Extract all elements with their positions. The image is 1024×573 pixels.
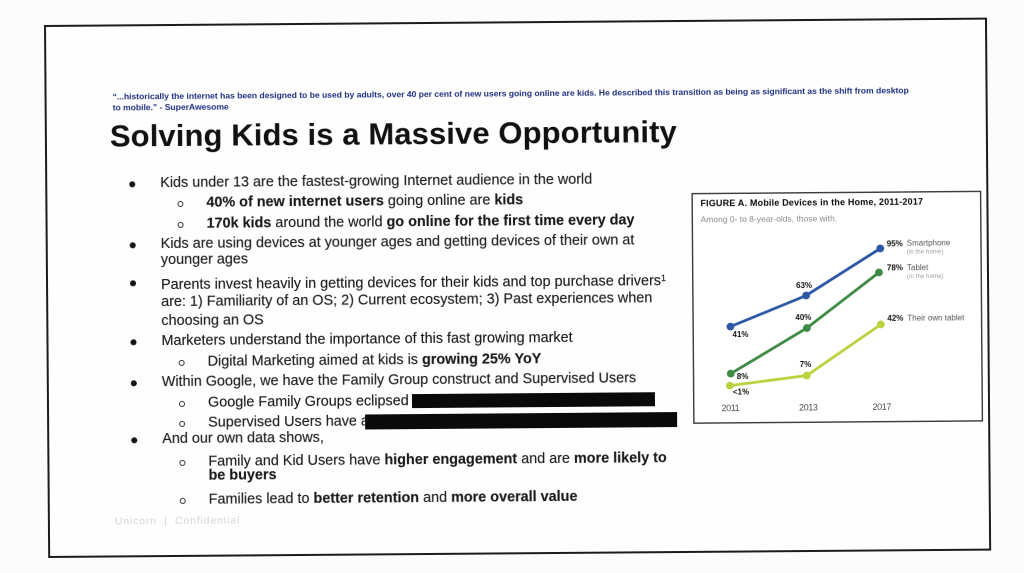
svg-text:95%: 95% [887,239,903,248]
svg-text:Smartphone: Smartphone [907,238,951,247]
svg-text:8%: 8% [737,372,749,381]
svg-text:FIGURE A. Mobile Devices in th: FIGURE A. Mobile Devices in the Home, 20… [700,197,923,209]
svg-text:63%: 63% [796,281,812,290]
svg-text:2017: 2017 [872,402,891,412]
svg-text:78%: 78% [887,263,903,272]
svg-text:(in the home): (in the home) [907,249,944,255]
svg-text:7%: 7% [800,360,812,369]
svg-text:(in the home): (in the home) [907,274,944,280]
svg-text:<1%: <1% [733,387,749,396]
svg-text:Tablet: Tablet [907,263,929,272]
svg-text:2013: 2013 [799,402,818,412]
svg-text:40%: 40% [795,313,811,322]
svg-text:Their own tablet: Their own tablet [907,313,965,322]
svg-text:41%: 41% [732,330,748,339]
svg-text:42%: 42% [887,314,903,323]
svg-text:2011: 2011 [721,403,739,413]
svg-text:Among 0- to 8-year-olds, those: Among 0- to 8-year-olds, those with. [701,213,838,224]
